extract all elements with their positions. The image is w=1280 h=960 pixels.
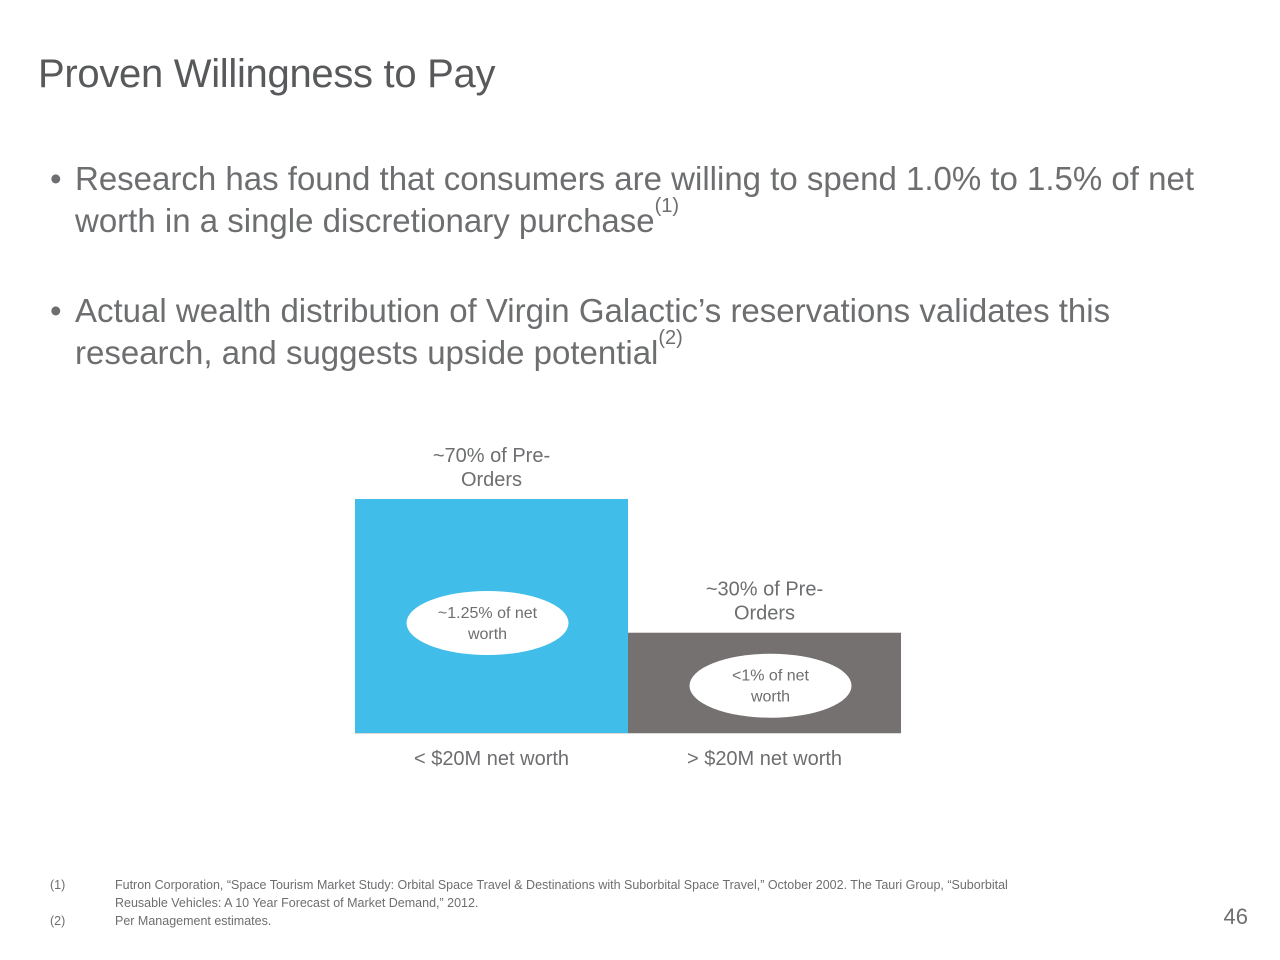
footnote-2: (2) Per Management estimates. (50, 912, 1010, 930)
net-worth-bubble (406, 591, 569, 655)
footnote-ref: (1) (654, 195, 680, 217)
footnotes: (1) Futron Corporation, “Space Tourism M… (50, 876, 1010, 930)
bar-value-label: Orders (734, 603, 795, 625)
bubble-label: worth (750, 689, 790, 706)
category-label: < $20M net worth (414, 748, 569, 770)
bubble-label: ~1.25% of net (438, 605, 538, 622)
page-number: 46 (1223, 904, 1248, 929)
footnote-1: (1) Futron Corporation, “Space Tourism M… (50, 876, 1010, 912)
net-worth-bubble (689, 653, 852, 718)
bullet-list: • Research has found that consumers are w… (50, 158, 1230, 422)
bullet-text: Research has found that consumers are wi… (75, 160, 1194, 239)
slide-title: Proven Willingness to Pay (38, 52, 496, 96)
bar-value-label: ~30% of Pre- (706, 579, 823, 601)
bar-2 (628, 632, 901, 733)
footnote-text: Futron Corporation, “Space Tourism Marke… (115, 878, 1008, 910)
bubble-label: <1% of net (732, 668, 810, 685)
bullet-dot: • (50, 292, 62, 329)
footnote-ref: (2) (658, 327, 683, 349)
bubble-label: worth (467, 626, 507, 643)
bullet-wealth-distribution: • Actual wealth distribution of Virgin Ga… (50, 290, 1230, 374)
bar-value-label: ~70% of Pre- (433, 445, 550, 467)
bar-1 (355, 499, 628, 733)
category-label: > $20M net worth (687, 748, 842, 770)
footnote-number: (1) (50, 878, 66, 892)
bullet-dot: • (50, 160, 62, 197)
bullet-text: Actual wealth distribution of Virgin Gal… (75, 292, 1111, 371)
footnote-number: (2) (50, 914, 66, 928)
bullet-research: • Research has found that consumers are w… (50, 158, 1230, 242)
footnote-text: Per Management estimates. (115, 914, 272, 928)
bar-value-label: Orders (461, 469, 522, 491)
